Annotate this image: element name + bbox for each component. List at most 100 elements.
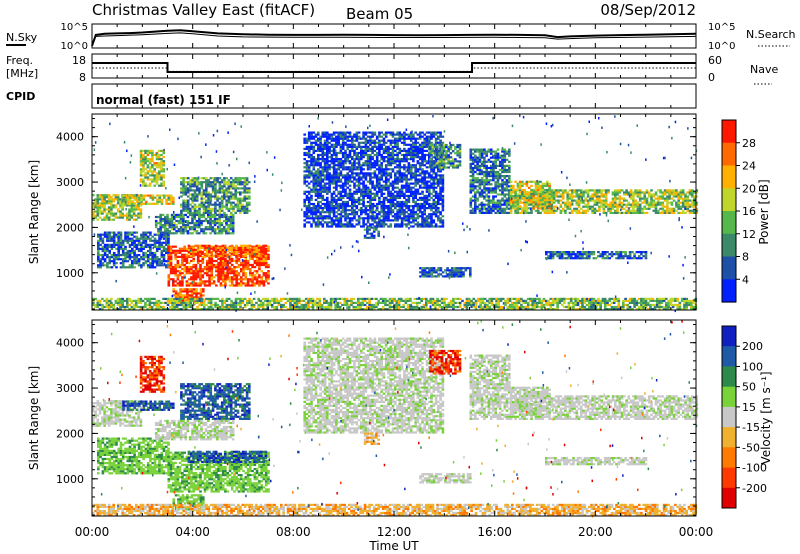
echo-cell	[251, 250, 254, 253]
echo-cell	[387, 184, 390, 187]
echo-cell	[110, 239, 114, 242]
echo-cell	[205, 189, 208, 192]
echo-cell	[355, 137, 359, 140]
echo-cell	[133, 251, 136, 255]
echo-cell	[188, 294, 191, 297]
echo-cell	[187, 284, 191, 287]
echo-cell	[326, 190, 329, 193]
echo-cell	[191, 199, 194, 202]
echo-cell	[378, 196, 381, 199]
echo-cell	[144, 172, 147, 175]
echo-cell	[151, 235, 154, 238]
echo-cell	[146, 254, 150, 257]
echo-cell	[229, 222, 233, 225]
echo-cell	[454, 160, 457, 163]
echo-cell	[400, 186, 404, 189]
echo-cell	[487, 201, 491, 204]
echo-cell	[348, 217, 352, 220]
echo-cell	[137, 254, 141, 257]
echo-cell	[185, 272, 189, 275]
echo-cell	[191, 179, 194, 182]
echo-cell	[423, 194, 426, 197]
echo-cell	[317, 178, 320, 181]
echo-cell	[323, 207, 327, 210]
echo-cell	[185, 266, 189, 269]
echo-cell	[225, 193, 228, 196]
echo-cell	[353, 160, 356, 163]
echo-cell	[180, 187, 183, 190]
echo-cell	[405, 156, 408, 159]
echo-cell	[384, 168, 388, 171]
echo-cell	[194, 282, 198, 285]
echo-cell	[230, 252, 234, 255]
echo-cell	[115, 241, 118, 244]
echo-cell	[169, 196, 173, 199]
echo-cell	[384, 141, 388, 144]
echo-cell	[425, 160, 429, 163]
echo-cell	[228, 276, 232, 279]
echo-cell	[131, 249, 134, 253]
echo-cell	[121, 264, 125, 267]
echo-cell	[474, 195, 477, 198]
echo-cell	[319, 205, 322, 208]
echo-cell	[307, 139, 311, 142]
echo-cell	[441, 135, 445, 138]
echo-cell	[216, 199, 219, 202]
echo-cell	[469, 162, 473, 165]
echo-cell	[219, 254, 222, 258]
echo-cell	[421, 213, 424, 216]
echo-cell	[360, 202, 363, 206]
echo-cell	[217, 278, 220, 281]
echo-cell	[375, 135, 379, 138]
echo-cell	[137, 214, 140, 217]
echo-cell	[112, 256, 116, 259]
echo-cell	[161, 213, 165, 216]
echo-cell	[370, 234, 374, 237]
echo-cell	[137, 206, 140, 209]
echo-cell	[362, 164, 365, 167]
echo-cell	[394, 174, 397, 177]
echo-cell	[165, 243, 168, 246]
echo-cell	[441, 209, 445, 212]
echo-cell	[409, 194, 413, 197]
echo-cell	[219, 259, 223, 263]
echo-cell	[235, 280, 238, 283]
echo-cell	[126, 194, 129, 197]
echo-cell	[394, 180, 397, 183]
echo-cell	[130, 206, 134, 209]
echo-cell	[255, 252, 259, 255]
echo-cell	[480, 211, 484, 214]
echo-cell	[418, 215, 422, 218]
echo-cell	[355, 156, 359, 159]
echo-cell	[199, 280, 202, 283]
echo-cell	[105, 216, 109, 219]
echo-cell	[192, 263, 195, 267]
echo-cell	[442, 154, 446, 157]
echo-cell	[230, 282, 234, 285]
echo-cell	[362, 225, 365, 228]
echo-cell	[389, 184, 393, 187]
echo-cell	[425, 217, 429, 220]
echo-cell	[474, 166, 477, 170]
echo-cell	[476, 166, 479, 170]
echo-cell	[478, 168, 482, 172]
echo-cell	[425, 219, 429, 222]
echo-cell	[373, 192, 377, 195]
echo-cell	[264, 252, 268, 255]
echo-cell	[398, 151, 402, 155]
echo-cell	[209, 232, 212, 235]
echo-cell	[412, 147, 415, 150]
echo-cell	[258, 274, 261, 277]
echo-cell	[224, 261, 227, 265]
echo-cell	[326, 196, 329, 199]
echo-cell	[160, 164, 163, 167]
echo-cell	[158, 233, 161, 236]
echo-cell	[335, 176, 338, 179]
echo-cell	[105, 214, 109, 217]
echo-cell	[391, 215, 395, 218]
echo-cell	[221, 268, 225, 271]
echo-cell	[346, 186, 349, 189]
echo-cell	[181, 296, 185, 299]
echo-cell	[344, 149, 347, 152]
echo-cell	[434, 215, 438, 218]
